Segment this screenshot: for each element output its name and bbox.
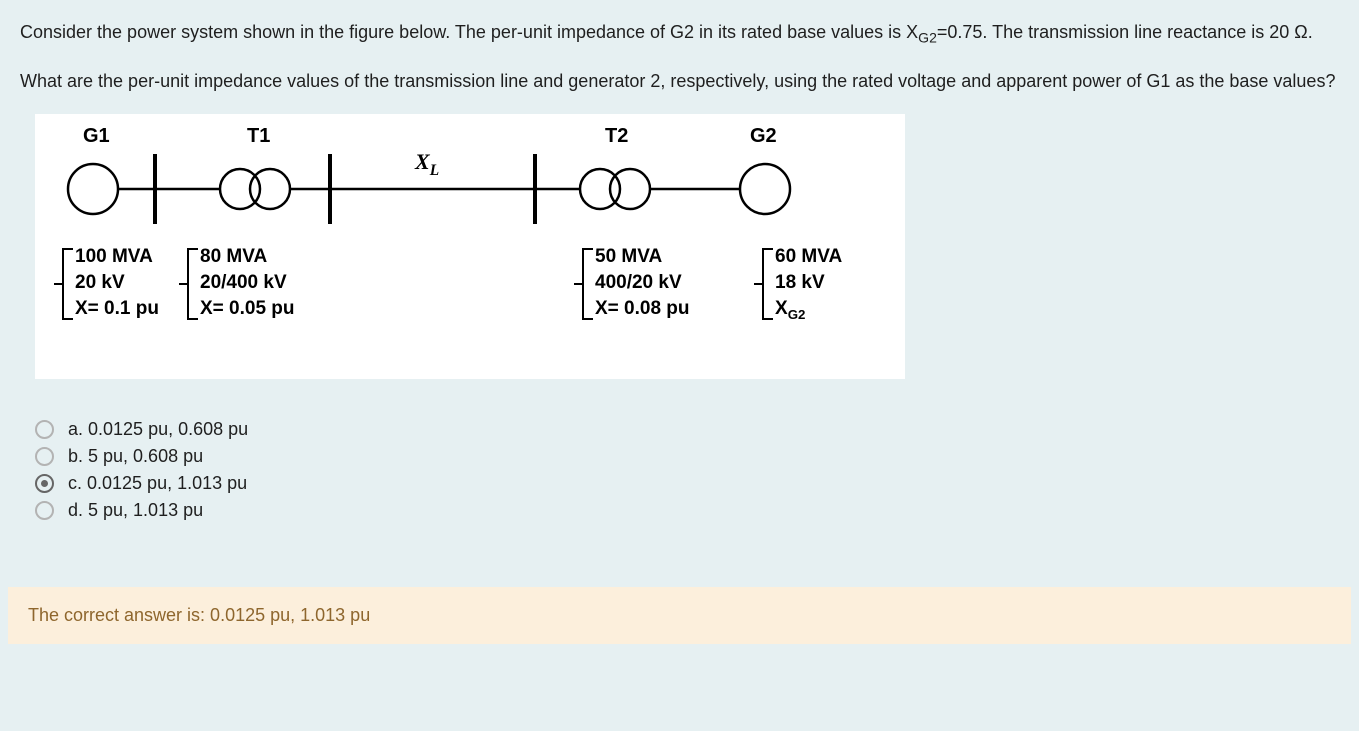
circuit-diagram: G1 G2 T1 T2 XL 100 MVA 20 kV X= 0.1 pu 80 MVA 20/…: [35, 114, 905, 379]
svg-text:18 kV: 18 kV: [775, 272, 825, 293]
option-d[interactable]: d. 5 pu, 1.013 pu: [35, 500, 1359, 521]
svg-text:X= 0.05 pu: X= 0.05 pu: [200, 298, 295, 319]
svg-text:XL: XL: [414, 149, 439, 179]
option-a[interactable]: a. 0.0125 pu, 0.608 pu: [35, 419, 1359, 440]
radio-c[interactable]: [35, 474, 54, 493]
radio-d[interactable]: [35, 501, 54, 520]
question-text: Consider the power system shown in the f…: [0, 0, 1359, 96]
svg-text:G2: G2: [750, 125, 777, 147]
svg-text:XG2: XG2: [775, 298, 805, 322]
svg-text:T1: T1: [247, 125, 270, 147]
svg-text:T2: T2: [605, 125, 628, 147]
svg-text:100 MVA: 100 MVA: [75, 246, 153, 267]
question-paragraph-1: Consider the power system shown in the f…: [20, 18, 1339, 49]
option-label-a: a. 0.0125 pu, 0.608 pu: [68, 419, 248, 440]
radio-a[interactable]: [35, 420, 54, 439]
option-b[interactable]: b. 5 pu, 0.608 pu: [35, 446, 1359, 467]
svg-text:X= 0.1 pu: X= 0.1 pu: [75, 298, 159, 319]
option-c[interactable]: c. 0.0125 pu, 1.013 pu: [35, 473, 1359, 494]
svg-text:G1: G1: [83, 125, 110, 147]
svg-text:X= 0.08 pu: X= 0.08 pu: [595, 298, 690, 319]
svg-text:60 MVA: 60 MVA: [775, 246, 843, 267]
option-label-b: b. 5 pu, 0.608 pu: [68, 446, 203, 467]
option-label-c: c. 0.0125 pu, 1.013 pu: [68, 473, 247, 494]
svg-text:50 MVA: 50 MVA: [595, 246, 663, 267]
radio-b[interactable]: [35, 447, 54, 466]
option-label-d: d. 5 pu, 1.013 pu: [68, 500, 203, 521]
question-paragraph-2: What are the per-unit impedance values o…: [20, 67, 1339, 96]
svg-text:20 kV: 20 kV: [75, 272, 125, 293]
svg-text:400/20 kV: 400/20 kV: [595, 272, 682, 293]
svg-text:80 MVA: 80 MVA: [200, 246, 268, 267]
svg-text:20/400 kV: 20/400 kV: [200, 272, 287, 293]
circuit-svg: G1 G2 T1 T2 XL 100 MVA 20 kV X= 0.1 pu 80 MVA 20/…: [35, 114, 905, 374]
feedback-box: The correct answer is: 0.0125 pu, 1.013 …: [8, 587, 1351, 644]
answer-options: a. 0.0125 pu, 0.608 pu b. 5 pu, 0.608 pu c…: [0, 419, 1359, 587]
